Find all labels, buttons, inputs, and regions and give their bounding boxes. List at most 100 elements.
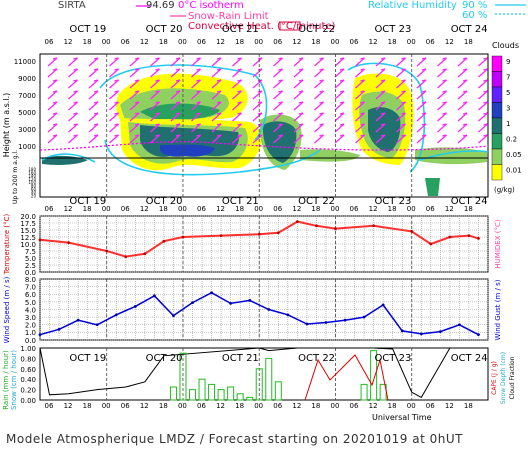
wind-arrow-head xyxy=(73,79,78,82)
wind-arrow xyxy=(273,57,283,67)
temp-tick: 0.0 xyxy=(25,269,36,277)
colorbar-label: 3 xyxy=(506,105,510,113)
wind-arrow xyxy=(211,68,222,78)
wind-arrow xyxy=(375,90,386,100)
wind-speed-point xyxy=(267,308,271,311)
wind-arrow-head xyxy=(421,90,427,93)
wind-arrow xyxy=(88,134,99,144)
wind-tick: 5.0 xyxy=(25,299,36,307)
wind-arrow-head xyxy=(319,101,324,104)
wind-arrow xyxy=(88,79,99,89)
wind-arrow-head xyxy=(483,123,488,126)
day-label-mid: OCT 21 xyxy=(222,196,259,207)
day-label-bottom: OCT 19 xyxy=(69,353,106,364)
wind-arrow xyxy=(396,123,406,133)
wind-arrow-head xyxy=(237,101,242,104)
temperature-point xyxy=(295,220,299,224)
wind-arrow xyxy=(334,101,345,111)
wind-arrow xyxy=(334,68,345,78)
hour-label-top: 06 xyxy=(121,38,130,46)
wind-arrow-head xyxy=(237,68,242,71)
wind-arrow-head xyxy=(134,112,140,115)
hour-label-bottom: 06 xyxy=(350,402,359,410)
wind-arrow xyxy=(232,134,242,144)
height-tick: 5000 xyxy=(18,109,36,117)
wind-arrow-head xyxy=(155,101,160,104)
rain-tick: 0.20 xyxy=(20,387,36,395)
wind-arrow xyxy=(109,134,119,144)
wind-arrow-head xyxy=(442,68,447,71)
colorbar-swatch xyxy=(491,55,503,72)
temp-tick: 20.0 xyxy=(20,213,36,221)
wind-arrow-head xyxy=(483,90,488,93)
wind-arrow-head xyxy=(298,90,304,93)
wind-arrow-head xyxy=(196,123,201,126)
temp-tick: 17.5 xyxy=(20,220,36,228)
wind-arrow xyxy=(150,112,160,122)
day-label-bottom: OCT 22 xyxy=(298,353,335,364)
wind-arrow-head xyxy=(339,123,345,126)
hour-label-bottom: 18 xyxy=(311,402,320,410)
clouds-legend-unit: (g/kg) xyxy=(494,186,515,194)
wind-tick: 0.0 xyxy=(25,337,36,345)
wind-arrow xyxy=(355,57,365,67)
wind-arrow xyxy=(232,57,242,67)
height-tick: 3000 xyxy=(18,126,36,134)
wind-tick: 3.0 xyxy=(25,314,36,322)
wind-arrow-head xyxy=(175,112,181,115)
hour-label-mid: 06 xyxy=(426,205,435,213)
wind-arrow xyxy=(314,79,324,89)
height-tick: 1000 xyxy=(18,143,36,151)
wind-arrow-head xyxy=(380,79,386,82)
wind-arrow-head xyxy=(298,123,304,126)
wind-arrow xyxy=(314,123,324,133)
hour-label-top: 00 xyxy=(407,38,416,46)
wind-arrow-head xyxy=(278,134,283,137)
hour-label-mid: 12 xyxy=(445,205,454,213)
wind-arrow xyxy=(478,90,488,100)
height-axis-label: Height (m a.s.l.) xyxy=(2,93,11,158)
wind-arrow xyxy=(355,90,365,100)
hour-label-mid: 12 xyxy=(216,205,225,213)
wind-arrow xyxy=(416,134,427,144)
wind-arrow xyxy=(170,68,181,78)
wind-arrow-head xyxy=(134,57,140,60)
wind-arrow-head xyxy=(360,79,365,82)
wind-arrow-head xyxy=(319,57,324,60)
wind-arrow-head xyxy=(257,123,263,126)
temperature-point xyxy=(124,255,128,258)
wind-arrow xyxy=(129,123,140,133)
wind-arrow-head xyxy=(380,123,386,126)
wind-arrow-head xyxy=(93,112,99,115)
wind-arrow-head xyxy=(339,90,345,93)
temperature-point xyxy=(410,230,414,233)
wind-arrow-head xyxy=(298,57,304,60)
temperature-point xyxy=(219,234,223,238)
wind-arrow xyxy=(437,57,447,67)
wind-arrow xyxy=(396,79,406,89)
wind-speed-point xyxy=(362,315,366,319)
wind-arrow xyxy=(211,90,222,100)
wind-arrow xyxy=(129,112,140,122)
cloud-field-13 xyxy=(300,149,360,162)
wind-arrow xyxy=(478,57,488,67)
wind-arrow-head xyxy=(216,57,222,60)
cloud-field-7 xyxy=(160,144,215,157)
wind-arrow-head xyxy=(401,134,406,137)
wind-arrow-head xyxy=(196,134,201,137)
wind-tick: 7.0 xyxy=(25,284,36,292)
rain-bar xyxy=(246,396,254,401)
wind-arrow xyxy=(191,90,201,100)
isotherm-line xyxy=(39,141,489,151)
wind-arrow xyxy=(191,123,201,133)
rh-contour-2 xyxy=(104,139,321,176)
wind-arrow xyxy=(170,57,181,67)
wind-arrow-head xyxy=(401,68,406,71)
wind-arrow-head xyxy=(155,134,160,137)
wind-arrow-head xyxy=(73,112,78,115)
wind-arrow-head xyxy=(114,112,119,115)
wind-arrow xyxy=(170,123,181,133)
wind-arrow-head xyxy=(462,57,468,60)
rh-60-legend: 60 % xyxy=(462,10,488,21)
wind-arrow-head xyxy=(237,57,242,60)
